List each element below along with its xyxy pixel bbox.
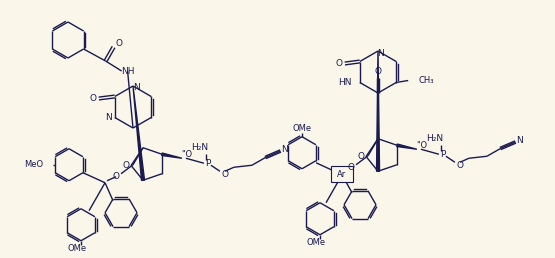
Text: Ar: Ar xyxy=(337,170,347,179)
Text: O: O xyxy=(335,59,342,68)
Polygon shape xyxy=(162,153,182,158)
Text: O: O xyxy=(221,170,229,179)
Text: O: O xyxy=(113,172,119,181)
Text: N: N xyxy=(105,113,112,122)
Polygon shape xyxy=(397,144,417,149)
Text: ''O: ''O xyxy=(416,141,427,150)
Text: CH₃: CH₃ xyxy=(418,76,433,85)
Text: HN: HN xyxy=(339,78,352,87)
Text: O: O xyxy=(375,68,381,77)
Text: OMe: OMe xyxy=(68,244,87,253)
Polygon shape xyxy=(376,51,380,171)
Text: N: N xyxy=(133,84,139,93)
Text: O: O xyxy=(123,161,129,170)
Text: O: O xyxy=(357,152,365,161)
Text: N: N xyxy=(377,49,385,58)
Text: H₂N: H₂N xyxy=(191,143,209,152)
Text: P: P xyxy=(205,159,210,168)
Polygon shape xyxy=(133,86,144,180)
Text: O: O xyxy=(456,161,463,170)
Text: MeO: MeO xyxy=(24,160,43,169)
Text: OMe: OMe xyxy=(306,238,326,247)
FancyBboxPatch shape xyxy=(331,166,353,182)
Text: OMe: OMe xyxy=(292,124,311,133)
Text: H₂N: H₂N xyxy=(426,134,443,143)
Text: O: O xyxy=(347,163,355,172)
Text: N: N xyxy=(517,136,523,145)
Text: O: O xyxy=(115,39,122,49)
Text: P: P xyxy=(440,150,446,159)
Text: N: N xyxy=(281,145,288,154)
Text: ''O: ''O xyxy=(181,150,193,159)
Text: NH: NH xyxy=(121,67,134,76)
Text: O: O xyxy=(89,94,97,103)
